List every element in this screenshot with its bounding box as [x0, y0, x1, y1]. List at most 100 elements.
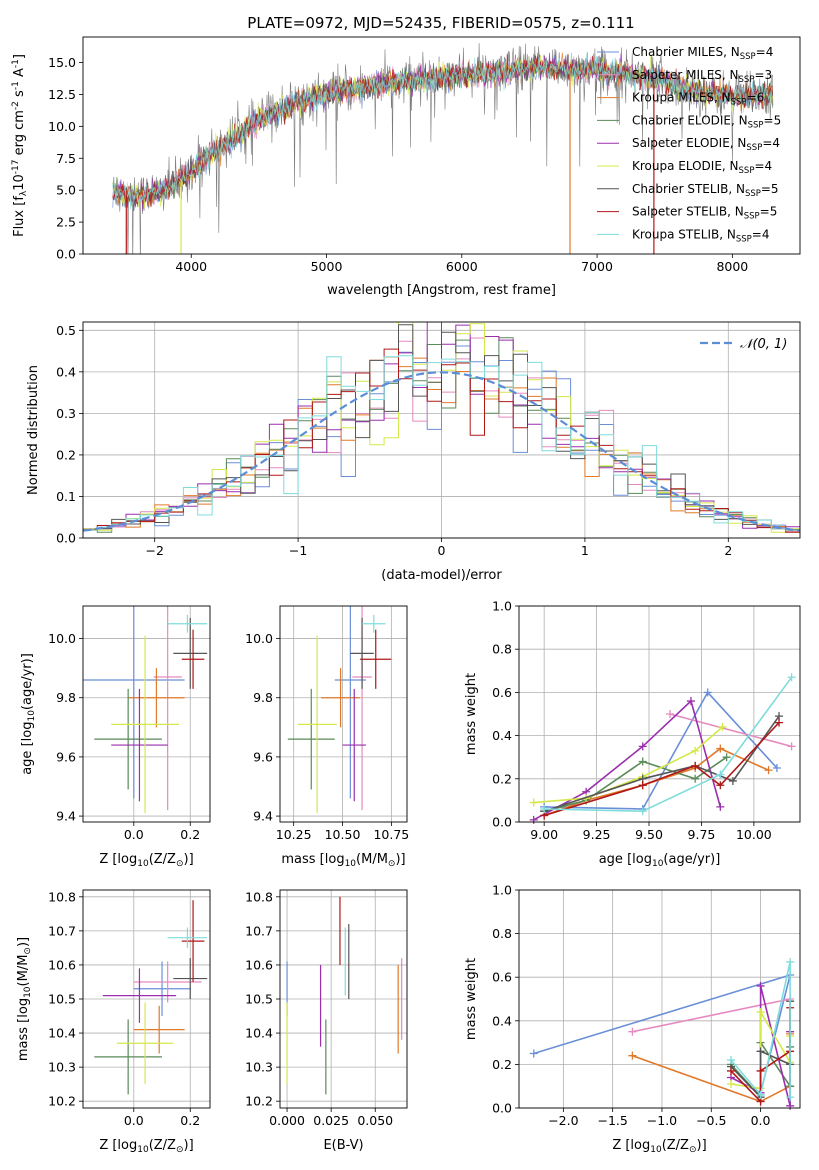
- y-tick-label: 9.4: [253, 809, 273, 824]
- x-tick-label: 10.25: [276, 827, 312, 842]
- x-tick-label: 4000: [175, 259, 207, 274]
- weight-marker: [691, 746, 700, 755]
- y-tick-label: 0.0: [56, 247, 76, 262]
- x-tick-label: −1: [289, 543, 307, 558]
- y-tick-label: 10.2: [48, 1094, 76, 1109]
- y-tick-label: 10.3: [245, 1060, 273, 1075]
- weight-marker: [529, 798, 538, 807]
- weight-marker: [786, 1101, 795, 1110]
- weight-line-kroupa-stelib: [544, 676, 793, 813]
- y-axis-label: mass [log10​(M/M⊙​)]: [16, 937, 33, 1061]
- weight-marker: [638, 757, 647, 766]
- y-tick-label: 0.5: [56, 323, 76, 338]
- x-tick-label: −2.0: [548, 1113, 578, 1128]
- y-tick-label: 0.8: [492, 642, 512, 657]
- x-tick-label: 0.0: [124, 1113, 144, 1128]
- y-tick-label: 5.0: [56, 183, 76, 198]
- y-tick-label: 12.5: [48, 87, 76, 102]
- y-tick-label: 0.2: [56, 447, 76, 462]
- y-tick-label: 10.0: [245, 631, 273, 646]
- y-tick-label: 15.0: [48, 55, 76, 70]
- weight-marker: [786, 957, 795, 966]
- axes-frame: [279, 605, 408, 823]
- weight-marker: [716, 802, 725, 811]
- axes-frame: [82, 605, 211, 823]
- y-tick-label: 9.6: [56, 749, 76, 764]
- x-tick-label: 0: [438, 543, 446, 558]
- weight-marker: [772, 764, 781, 772]
- legend-entry: Kroupa ELODIE, NSSP=4: [632, 159, 772, 176]
- x-axis-label: Z [log10​(Z/Z⊙​)]: [99, 852, 193, 869]
- y-tick-label: 10.7: [245, 923, 273, 938]
- legend-entry: Salpeter ELODIE, NSSP=4: [632, 136, 780, 153]
- weight-line-salpeter-miles: [632, 998, 791, 1033]
- y-tick-label: 10.8: [48, 889, 76, 904]
- y-tick-label: 10.6: [245, 957, 273, 972]
- y-tick-label: 9.8: [253, 690, 273, 705]
- y-axis-label: mass weight: [464, 673, 479, 755]
- weight-marker: [756, 1008, 765, 1017]
- y-tick-label: 1.0: [492, 883, 512, 898]
- y-tick-label: 0.0: [492, 1101, 512, 1116]
- y-tick-label: 10.0: [48, 631, 76, 646]
- weight-marker: [665, 710, 674, 718]
- x-tick-label: 9.25: [583, 827, 611, 842]
- x-tick-label: 0.2: [180, 827, 200, 842]
- x-axis-label: E(B-V): [323, 1138, 363, 1153]
- y-tick-label: 10.4: [48, 1026, 76, 1041]
- normal-curve: [82, 371, 801, 532]
- x-tick-label: 1: [581, 543, 589, 558]
- x-tick-label: 10.00: [736, 827, 772, 842]
- panel-mass-vs-ebv: 0.000 0.025 0.050 10.2 10.3 10.4 10.5 10.6 10.7 1…: [245, 889, 408, 1153]
- y-tick-label: 0.3: [56, 406, 76, 421]
- x-tick-label: −2: [145, 543, 163, 558]
- weight-marker: [628, 1027, 637, 1036]
- panel-weight-vs-Z: −2.0 −1.5 −1.0 −0.5 0.0 0.0 0.2 0.4 0.6 0.8 1.0 Z […: [464, 883, 801, 1155]
- y-tick-label: 10.7: [48, 923, 76, 938]
- panel-age-vs-mass: 10.25 10.50 10.75 9.4 9.6 9.8 10.0 mass [log10​…: [245, 605, 409, 869]
- x-tick-label: 9.00: [530, 827, 558, 842]
- weight-marker: [716, 781, 725, 790]
- panel-mass-vs-Z: 0.0 0.2 10.2 10.3 10.4 10.5 10.6 10.7 10.8 Z [log…: [16, 889, 211, 1155]
- x-tick-label: 0.000: [269, 1113, 305, 1128]
- weight-marker: [638, 781, 647, 790]
- y-tick-label: 0.4: [492, 728, 512, 743]
- panel-residuals: −2 −1 0 1 2 0.0 0.1 0.2 0.3 0.4 0.5 (data-model)/er…: [26, 321, 801, 583]
- legend-entry: Chabrier MILES, NSSP=4: [632, 45, 773, 62]
- weight-marker: [756, 1090, 765, 1099]
- x-tick-label: 0.0: [124, 827, 144, 842]
- y-tick-label: 10.2: [245, 1094, 273, 1109]
- weight-line-kroupa-elodie: [533, 726, 723, 804]
- x-tick-label: 8000: [716, 259, 748, 274]
- weight-marker: [716, 744, 725, 753]
- x-tick-label: 2: [724, 543, 732, 558]
- weight-marker: [787, 742, 796, 751]
- x-tick-label: −1.5: [597, 1113, 627, 1128]
- x-tick-label: 0.2: [180, 1113, 200, 1128]
- weight-marker: [722, 753, 731, 762]
- x-tick-label: 0.050: [357, 1113, 393, 1128]
- y-tick-label: 9.6: [253, 749, 273, 764]
- legend-entry: 𝒩(0, 1): [740, 337, 787, 352]
- weight-marker: [726, 1080, 735, 1089]
- y-axis-label: mass weight: [464, 958, 479, 1040]
- legend-entry: Kroupa STELIB, NSSP=4: [632, 227, 770, 244]
- x-axis-label: age [log10​(age/yr)]: [599, 852, 721, 869]
- weight-line-chabrier-stelib: [543, 715, 780, 812]
- panel-spectrum: 4000 5000 6000 7000 8000 0.0 2.5 5.0 7.5 10.0 12.5…: [11, 36, 801, 298]
- model-spectrum-kroupa-stelib: [112, 53, 773, 210]
- x-tick-label: 10.75: [373, 827, 409, 842]
- x-tick-label: 0.0: [751, 1113, 771, 1128]
- weight-marker: [756, 981, 765, 990]
- weight-line-chabrier-miles: [544, 691, 778, 810]
- axes-frame: [518, 889, 801, 1109]
- panel-weight-vs-age: 9.00 9.25 9.50 9.75 10.00 0.0 0.2 0.4 0.6 0.8 1.0 a…: [464, 599, 801, 869]
- y-axis-label: Flux [fλ​10-17​ erg cm-2​ s-1​ A-1​]: [11, 54, 29, 237]
- weight-marker: [756, 1066, 765, 1075]
- weight-marker: [728, 776, 737, 785]
- legend-entry: Kroupa MILES, NSSP=6: [632, 91, 764, 108]
- x-tick-label: 5000: [311, 259, 343, 274]
- y-tick-label: 0.2: [492, 1057, 512, 1072]
- x-tick-label: 7000: [581, 259, 613, 274]
